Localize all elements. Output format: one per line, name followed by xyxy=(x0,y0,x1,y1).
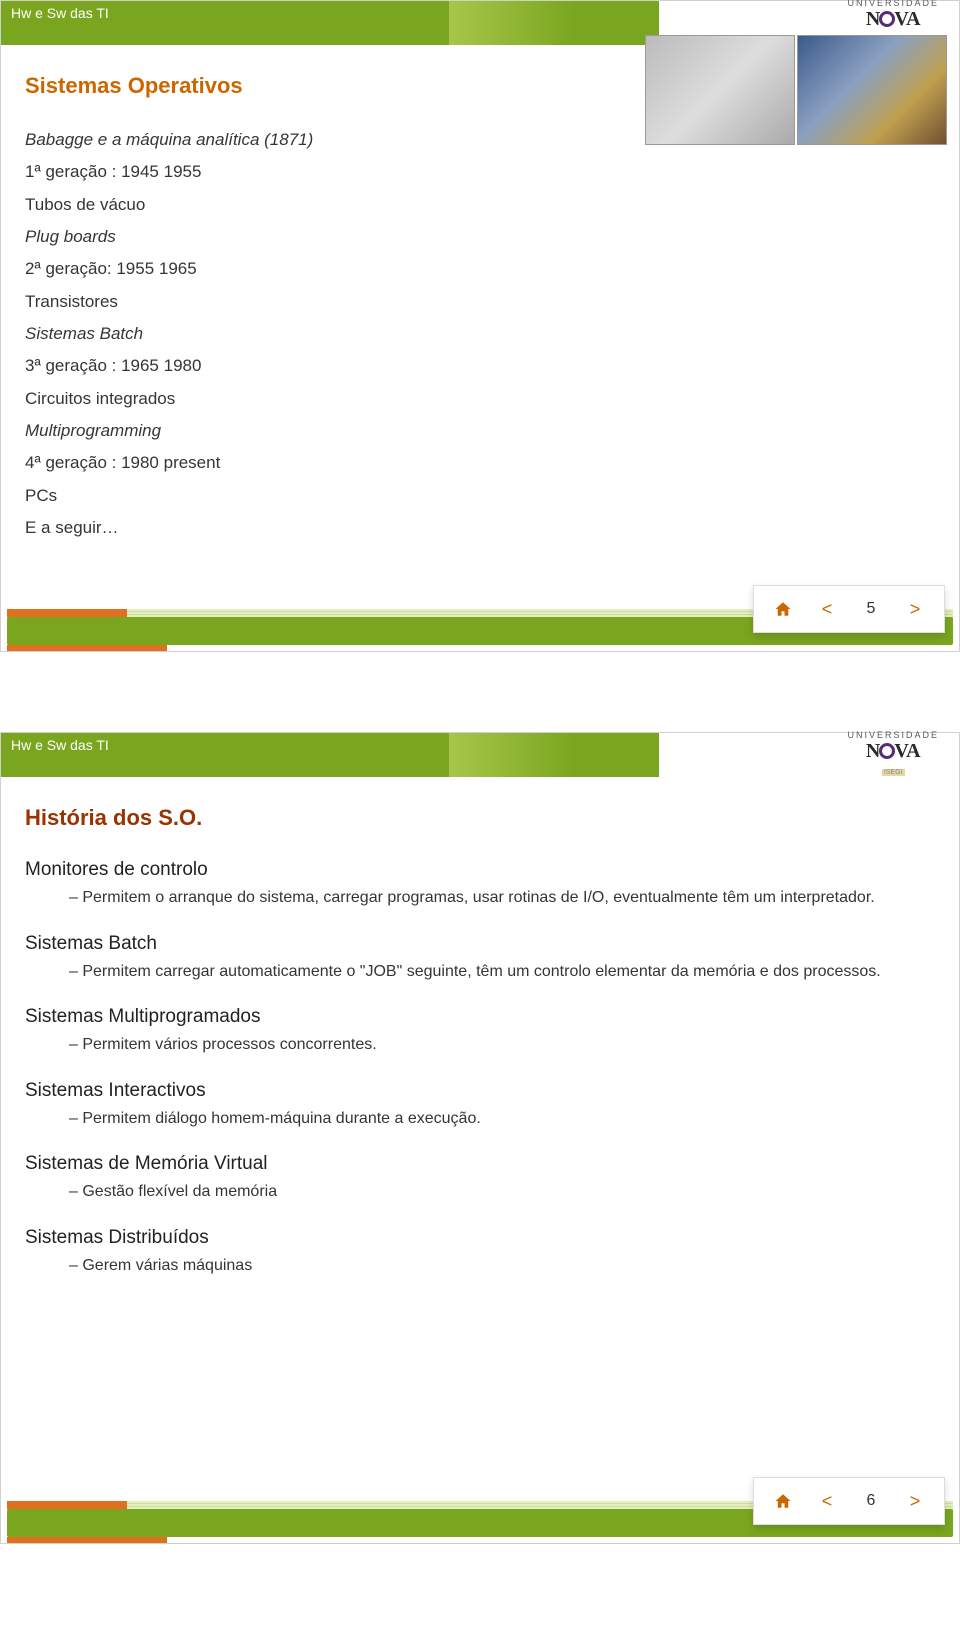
nav-controls: < 5 > xyxy=(753,585,945,633)
slide-1: Hw e Sw das TI UNIVERSIDADE NVA ISEGI Si… xyxy=(0,0,960,652)
home-icon xyxy=(773,600,793,618)
nav-controls: < 6 > xyxy=(753,1477,945,1525)
course-title-bar: Hw e Sw das TI xyxy=(1,733,449,777)
logo-ring-icon xyxy=(879,743,895,759)
slide1-line: E a seguir… xyxy=(25,515,935,541)
footer-orange-bottom xyxy=(7,1537,167,1543)
next-button[interactable]: > xyxy=(898,1486,932,1516)
slide1-line: 2ª geração: 1955 1965 xyxy=(25,256,935,282)
banner-gradient xyxy=(449,1,659,45)
section-bullet: Gestão flexível da memória xyxy=(69,1179,935,1205)
slide1-line: Circuitos integrados xyxy=(25,386,935,412)
footer-orange-stripe xyxy=(7,1501,127,1509)
home-icon xyxy=(773,1492,793,1510)
logo-n: N xyxy=(866,740,880,762)
logo-nova: N VA xyxy=(847,741,939,762)
banner-gradient xyxy=(449,733,659,777)
slide-2: Hw e Sw das TI UNIVERSIDADE NVA ISEGI Hi… xyxy=(0,732,960,1544)
section-bullet: Permitem diálogo homem-máquina durante a… xyxy=(69,1106,935,1132)
slide1-body: Sistemas Operativos Babagge e a máquina … xyxy=(1,45,959,605)
image-placeholder-color xyxy=(797,35,947,145)
top-banner: Hw e Sw das TI UNIVERSIDADE NVA ISEGI xyxy=(1,733,959,777)
university-logo: UNIVERSIDADE NVA ISEGI xyxy=(847,731,939,778)
logo-n: N xyxy=(866,8,880,30)
section-heading: Monitores de controlo xyxy=(25,859,935,881)
banner-logo-area: UNIVERSIDADE NVA ISEGI xyxy=(659,733,959,777)
slide1-line: 3ª geração : 1965 1980 xyxy=(25,353,935,379)
slide1-images xyxy=(645,35,947,145)
slide2-content: Monitores de controlo Permitem o arranque… xyxy=(25,859,935,1279)
footer-orange-bottom xyxy=(7,645,167,651)
logo-ring-icon xyxy=(879,11,895,27)
slide1-line: Multiprogramming xyxy=(25,418,935,444)
slide1-line: 1ª geração : 1945 1955 xyxy=(25,159,935,185)
section-bullet: Permitem o arranque do sistema, carregar… xyxy=(69,885,935,911)
logo-isegi: ISEGI xyxy=(882,769,905,776)
slide1-footer: < 5 > xyxy=(1,605,959,651)
section-bullet: Permitem vários processos concorrentes. xyxy=(69,1032,935,1058)
slide2-body: História dos S.O. Monitores de controlo P… xyxy=(1,777,959,1497)
section-heading: Sistemas Distribuídos xyxy=(25,1227,935,1249)
prev-button[interactable]: < xyxy=(810,1486,844,1516)
slide1-line: PCs xyxy=(25,483,935,509)
prev-button[interactable]: < xyxy=(810,594,844,624)
slide1-content: Babagge e a máquina analítica (1871)1ª g… xyxy=(25,127,935,541)
logo-va: VA xyxy=(894,8,920,30)
slide2-title: História dos S.O. xyxy=(25,805,935,831)
image-placeholder-bw xyxy=(645,35,795,145)
logo-va: VA xyxy=(894,740,920,762)
section-heading: Sistemas de Memória Virtual xyxy=(25,1153,935,1175)
home-button[interactable] xyxy=(766,1486,800,1516)
course-title: Hw e Sw das TI xyxy=(11,737,109,753)
slide1-line: 4ª geração : 1980 present xyxy=(25,450,935,476)
footer-orange-stripe xyxy=(7,609,127,617)
course-title-bar: Hw e Sw das TI xyxy=(1,1,449,45)
page-number: 6 xyxy=(854,1486,888,1516)
section-heading: Sistemas Multiprogramados xyxy=(25,1006,935,1028)
page-number: 5 xyxy=(854,594,888,624)
slide1-line: Sistemas Batch xyxy=(25,321,935,347)
next-button[interactable]: > xyxy=(898,594,932,624)
logo-nova: N VA xyxy=(847,9,939,30)
slide2-footer: < 6 > xyxy=(1,1497,959,1543)
section-bullet: Permitem carregar automaticamente o "JOB… xyxy=(69,959,935,985)
section-bullet: Gerem várias máquinas xyxy=(69,1253,935,1279)
home-button[interactable] xyxy=(766,594,800,624)
slide1-line: Plug boards xyxy=(25,224,935,250)
slide1-line: Tubos de vácuo xyxy=(25,192,935,218)
course-title: Hw e Sw das TI xyxy=(11,5,109,21)
slide1-line: Transistores xyxy=(25,289,935,315)
section-heading: Sistemas Batch xyxy=(25,933,935,955)
section-heading: Sistemas Interactivos xyxy=(25,1080,935,1102)
